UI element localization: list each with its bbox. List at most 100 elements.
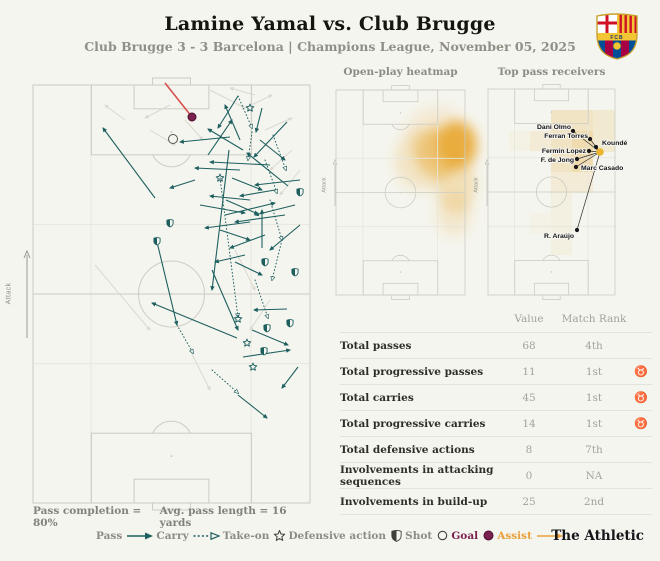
other-player-pass-arrow xyxy=(269,149,293,171)
goat-icon: ♉ xyxy=(634,391,648,404)
take-on-star-icon xyxy=(248,362,258,371)
take-on-star-icon xyxy=(245,103,255,112)
other-player-pass-arrow xyxy=(94,264,151,331)
goat-icon: ♉ xyxy=(634,365,648,378)
pitch-line xyxy=(535,176,568,208)
pass-arrow xyxy=(224,104,241,141)
legend-item-carry: Carry xyxy=(156,529,221,542)
pass-arrow xyxy=(208,159,271,166)
open-play-heatmap xyxy=(335,85,477,300)
pass-link-line xyxy=(576,151,601,231)
stat-label: Total progressive passes xyxy=(340,365,484,378)
defensive-action-shield-icon xyxy=(286,319,294,328)
table-row: Involvements in attacking sequences 0 NA xyxy=(340,463,652,489)
defensive-action-shield-icon xyxy=(291,268,299,277)
other-player-pass-arrow xyxy=(264,117,293,131)
pass-arrow xyxy=(246,152,289,187)
pitch-line xyxy=(391,254,410,261)
table-row: Total progressive carries 14 1st ♉ xyxy=(340,411,652,437)
stat-label: Involvements in build-up xyxy=(340,495,488,508)
stat-rank: NA xyxy=(585,469,603,482)
receiver-name-label: Ferran Torres xyxy=(544,133,588,140)
center-spot xyxy=(550,191,553,193)
attack-label: Attack xyxy=(321,177,328,193)
pitch-line xyxy=(391,294,410,300)
pitch-footnotes: Pass completion = 80% Avg. pass length =… xyxy=(33,505,310,529)
stat-rank: 1st xyxy=(585,391,603,404)
other-player-pass-arrow xyxy=(144,104,171,119)
heatmap-blob-layer xyxy=(394,105,477,237)
receiver-name-label: F. de Jong xyxy=(541,157,574,164)
receiver-dot xyxy=(570,128,576,134)
player-origin-dot xyxy=(596,148,604,156)
pass-arrow-icon xyxy=(127,532,154,539)
carry-arrow xyxy=(264,159,277,193)
heatmap-hotspot xyxy=(406,105,466,165)
take-on-star-icon xyxy=(242,338,252,347)
pass-link-line xyxy=(575,151,601,168)
take-on-star-icon xyxy=(215,173,225,182)
pitch-line xyxy=(152,77,191,86)
pass-arrow xyxy=(219,229,251,241)
pass-completion-note: Pass completion = 80% xyxy=(33,505,142,529)
crest-letters: FCB xyxy=(610,35,623,41)
stat-label: Total progressive carries xyxy=(340,417,486,430)
map-legend: Pass Carry Take-on Defensive action Shot Goal… xyxy=(96,529,564,542)
pass-arrow xyxy=(233,214,286,224)
legend-label: Shot xyxy=(405,529,433,542)
pass-link-line xyxy=(576,151,601,160)
legend-label: Take-on xyxy=(222,529,270,542)
pass-arrow xyxy=(213,254,246,264)
legend-label: Carry xyxy=(156,529,189,542)
other-player-pass-arrow xyxy=(209,89,246,109)
pass-arrow xyxy=(193,165,241,171)
penalty-spot xyxy=(170,455,173,458)
column-header-value: Value xyxy=(514,313,544,325)
receiver-heat-cell xyxy=(509,131,530,151)
defensive-action-shield-icon xyxy=(391,529,402,542)
stat-value: 11 xyxy=(522,365,536,378)
pass-arrow xyxy=(253,121,288,158)
pitch-line xyxy=(152,502,191,511)
carry-arrow xyxy=(211,369,238,393)
stat-rank: 7th xyxy=(585,443,603,456)
attack-arrow-icon xyxy=(23,249,31,338)
stat-value: 45 xyxy=(522,391,536,404)
stat-rank: 2nd xyxy=(583,495,605,508)
carry-arrow xyxy=(272,239,283,280)
pitch-line xyxy=(542,254,561,261)
pass-arrow xyxy=(238,189,276,198)
receiver-name-label: Koundé xyxy=(602,140,628,147)
penalty-spot xyxy=(550,271,553,273)
pass-arrow xyxy=(231,177,263,191)
carry-arrow xyxy=(269,199,282,240)
pass-arrow xyxy=(211,269,239,331)
carry-arrow xyxy=(237,95,252,128)
pass-arrow xyxy=(210,149,230,292)
stat-value: 68 xyxy=(522,339,536,352)
other-player-pass-arrow xyxy=(189,349,211,391)
receiver-dot xyxy=(587,136,593,142)
receiver-name-label: Fermin Lopez xyxy=(542,148,587,155)
stat-rank: 1st xyxy=(585,365,603,378)
pass-arrow xyxy=(169,179,196,189)
legend-item-defensive: Defensive action xyxy=(288,529,403,542)
shot-trajectory-line xyxy=(164,82,193,118)
legend-label: Assist xyxy=(497,529,532,542)
take-on-star-icon xyxy=(233,314,243,323)
receiver-dot xyxy=(593,144,599,150)
pass-arrow xyxy=(229,234,266,249)
pass-arrow xyxy=(225,199,259,215)
stat-value: 8 xyxy=(525,443,533,456)
assist-arrow-icon xyxy=(536,532,563,539)
receiver-dot xyxy=(574,227,580,233)
attack-label: Attack xyxy=(5,282,13,305)
table-row: Total progressive passes 11 1st ♉ xyxy=(340,359,652,385)
pitch-line xyxy=(542,84,561,90)
stat-label: Total carries xyxy=(340,391,414,404)
pitch-line xyxy=(533,88,570,102)
pitch-line xyxy=(382,282,419,296)
receiver-name-label: Dani Olmo xyxy=(537,124,571,131)
pitch-line xyxy=(542,123,561,130)
pass-arrow xyxy=(203,221,251,230)
